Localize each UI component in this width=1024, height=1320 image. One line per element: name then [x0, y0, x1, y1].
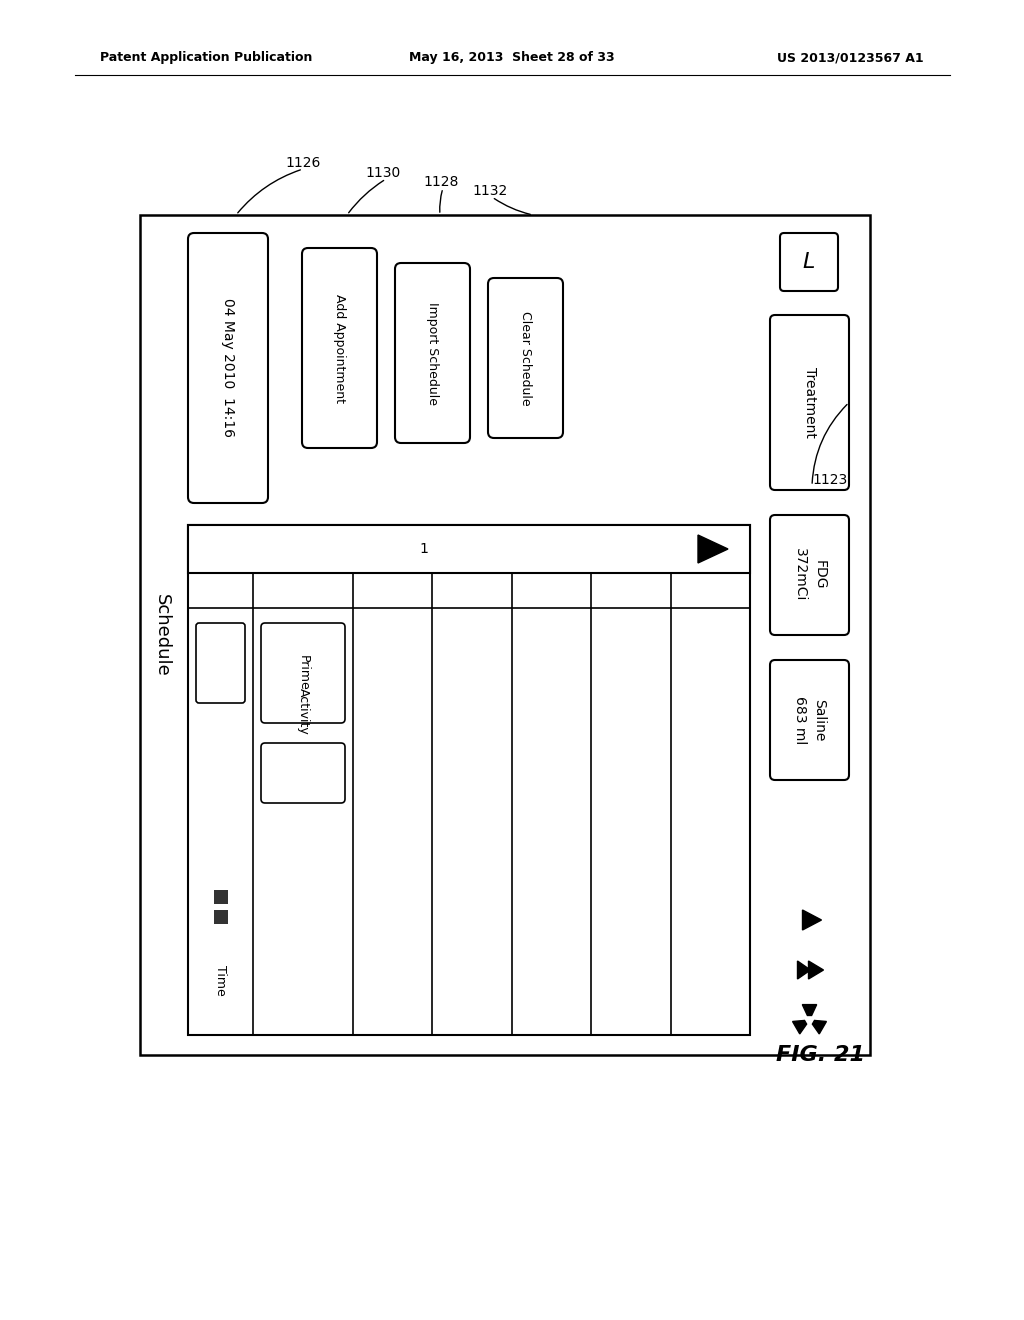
FancyBboxPatch shape: [261, 623, 345, 723]
Text: Saline
683 ml: Saline 683 ml: [793, 696, 826, 744]
Text: Activity: Activity: [297, 688, 309, 735]
Text: Schedule: Schedule: [153, 594, 171, 676]
Circle shape: [806, 1016, 813, 1024]
Text: FDG
372mCi: FDG 372mCi: [793, 548, 826, 602]
Text: 1: 1: [420, 543, 428, 556]
Polygon shape: [698, 535, 728, 564]
Text: Import Schedule: Import Schedule: [426, 301, 439, 404]
FancyBboxPatch shape: [302, 248, 377, 447]
Polygon shape: [798, 961, 811, 979]
Polygon shape: [803, 1005, 817, 1015]
FancyBboxPatch shape: [188, 525, 750, 1035]
Text: Clear Schedule: Clear Schedule: [519, 310, 532, 405]
Bar: [801, 861, 807, 879]
Text: 04 May 2010  14:16: 04 May 2010 14:16: [221, 298, 234, 437]
FancyBboxPatch shape: [213, 890, 227, 904]
Text: Treatment: Treatment: [803, 367, 816, 438]
Text: US 2013/0123567 A1: US 2013/0123567 A1: [777, 51, 924, 65]
Polygon shape: [812, 1020, 826, 1034]
Text: 1132: 1132: [472, 183, 507, 198]
FancyBboxPatch shape: [213, 909, 227, 924]
FancyBboxPatch shape: [770, 315, 849, 490]
FancyBboxPatch shape: [140, 215, 870, 1055]
Polygon shape: [803, 909, 821, 931]
Text: Patent Application Publication: Patent Application Publication: [100, 51, 312, 65]
FancyBboxPatch shape: [488, 279, 563, 438]
FancyBboxPatch shape: [395, 263, 470, 444]
Text: L: L: [803, 252, 815, 272]
Text: 1130: 1130: [365, 166, 400, 180]
FancyBboxPatch shape: [770, 515, 849, 635]
Text: Add Appointment: Add Appointment: [333, 293, 346, 403]
Polygon shape: [809, 961, 823, 979]
Polygon shape: [793, 1020, 807, 1034]
Text: Time: Time: [214, 965, 227, 995]
Text: FIG. 21: FIG. 21: [775, 1045, 864, 1065]
FancyBboxPatch shape: [196, 623, 245, 704]
Text: 1123: 1123: [812, 473, 847, 487]
FancyBboxPatch shape: [188, 234, 268, 503]
Text: 1128: 1128: [423, 176, 459, 189]
FancyBboxPatch shape: [188, 525, 750, 573]
Text: Prime: Prime: [297, 655, 309, 690]
FancyBboxPatch shape: [770, 660, 849, 780]
FancyBboxPatch shape: [261, 743, 345, 803]
Text: 1126: 1126: [285, 156, 321, 170]
Text: May 16, 2013  Sheet 28 of 33: May 16, 2013 Sheet 28 of 33: [410, 51, 614, 65]
Bar: [812, 861, 818, 879]
FancyBboxPatch shape: [780, 234, 838, 290]
